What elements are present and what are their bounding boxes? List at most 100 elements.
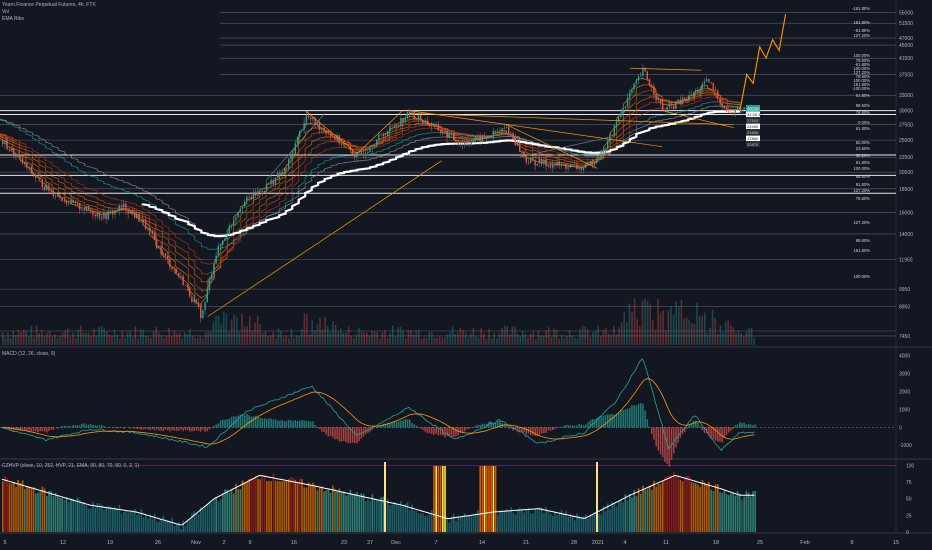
hvp-bar bbox=[391, 504, 393, 532]
candle-body bbox=[549, 164, 552, 168]
hvp-bar bbox=[668, 475, 671, 532]
macd-histogram-bar bbox=[402, 420, 404, 428]
volume-bar bbox=[488, 328, 490, 345]
volume-bar bbox=[368, 335, 371, 345]
volume-bar bbox=[568, 330, 571, 345]
hvp-bar bbox=[217, 501, 220, 532]
macd-histogram-bar bbox=[626, 408, 629, 428]
macd-histogram-bar bbox=[74, 425, 77, 428]
candle-body bbox=[552, 163, 554, 168]
hvp-bar bbox=[730, 493, 732, 532]
candle-body bbox=[235, 217, 237, 221]
hvp-bar bbox=[57, 496, 59, 532]
volume-bar bbox=[399, 327, 402, 345]
hvp-bar bbox=[646, 489, 649, 532]
macd-histogram-bar bbox=[349, 427, 352, 444]
volume-bar bbox=[636, 319, 638, 345]
macd-histogram-bar bbox=[136, 427, 138, 429]
fib-label: 161.80% bbox=[853, 82, 870, 87]
macd-histogram-bar bbox=[118, 427, 121, 429]
hvp-bar bbox=[206, 504, 209, 532]
time-axis-label: 21 bbox=[523, 540, 529, 546]
candle-body bbox=[197, 302, 200, 307]
volume-bar bbox=[540, 335, 542, 345]
fib-label: 61.80% bbox=[856, 160, 870, 165]
volume-bar bbox=[275, 338, 277, 345]
candle-body bbox=[274, 177, 277, 185]
hvp-bar bbox=[43, 488, 46, 532]
hvp-bar bbox=[184, 525, 187, 532]
hvp-bar bbox=[378, 499, 380, 532]
hvp-bar bbox=[690, 482, 693, 532]
hvp-bar bbox=[219, 499, 222, 532]
macd-histogram-bar bbox=[600, 416, 602, 428]
volume-bar bbox=[493, 332, 495, 345]
macd-histogram-bar bbox=[351, 427, 354, 443]
hvp-bar bbox=[530, 513, 532, 532]
volume-bar bbox=[82, 332, 85, 345]
hvp-bar bbox=[318, 487, 321, 532]
volume-bar bbox=[360, 331, 363, 345]
macd-histogram-bar bbox=[158, 427, 160, 431]
volume-bar bbox=[587, 329, 589, 345]
macd-histogram-bar bbox=[510, 427, 512, 429]
hvp-bar bbox=[552, 516, 554, 532]
volume-bar bbox=[2, 332, 4, 345]
hvp-axis-label: 75 bbox=[906, 480, 912, 486]
macd-histogram-bar bbox=[481, 423, 484, 428]
candle-body bbox=[637, 76, 640, 81]
macd-histogram-bar bbox=[250, 416, 253, 428]
volume-bar bbox=[324, 317, 326, 345]
macd-histogram-bar bbox=[70, 426, 72, 428]
candle-body bbox=[439, 130, 442, 132]
volume-bar bbox=[316, 323, 319, 345]
candle-body bbox=[699, 88, 701, 93]
candle-body bbox=[358, 152, 360, 154]
hvp-bar bbox=[600, 514, 602, 532]
candle-body bbox=[651, 84, 653, 87]
hvp-bar bbox=[213, 499, 215, 532]
macd-histogram-bar bbox=[268, 418, 270, 428]
macd-histogram-bar bbox=[356, 427, 358, 444]
macd-histogram-bar bbox=[607, 414, 609, 428]
macd-histogram-bar bbox=[695, 420, 697, 428]
hvp-bar bbox=[160, 519, 162, 532]
hvp-bar bbox=[263, 475, 266, 532]
price-axis-label: 22500 bbox=[899, 155, 913, 161]
candle-body bbox=[459, 143, 461, 145]
candle-body bbox=[336, 135, 338, 141]
price-tag: 17860 bbox=[747, 136, 759, 141]
volume-bar bbox=[454, 333, 456, 345]
macd-histogram-bar bbox=[151, 427, 154, 430]
hvp-bar bbox=[169, 520, 171, 532]
macd-histogram-bar bbox=[329, 427, 332, 436]
candle-body bbox=[314, 117, 316, 125]
hvp-bar bbox=[695, 483, 697, 532]
candle-body bbox=[725, 108, 728, 112]
price-axis-label: 16000 bbox=[899, 210, 913, 216]
volume-bar bbox=[225, 313, 228, 345]
volume-bar bbox=[371, 331, 373, 345]
macd-histogram-bar bbox=[211, 427, 213, 428]
hvp-bar bbox=[477, 510, 479, 532]
hvp-bar bbox=[13, 482, 15, 532]
price-projection[interactable] bbox=[739, 14, 787, 110]
hvp-bar bbox=[519, 507, 521, 532]
candle-body bbox=[635, 80, 637, 84]
volume-bar bbox=[85, 332, 87, 345]
macd-histogram-bar bbox=[307, 420, 310, 428]
volume-bar bbox=[165, 335, 168, 345]
trendline-drawings[interactable] bbox=[207, 67, 734, 317]
hvp-signal-marker bbox=[384, 462, 386, 532]
candle-body bbox=[527, 162, 530, 164]
macd-histogram-bar bbox=[61, 426, 63, 428]
volume-bar bbox=[537, 330, 540, 345]
candle-body bbox=[431, 125, 433, 127]
macd-histogram-bar bbox=[169, 427, 171, 432]
candle-body bbox=[393, 125, 395, 127]
macd-histogram-bar bbox=[384, 423, 387, 428]
macd-histogram-bar bbox=[745, 424, 748, 428]
candle-body bbox=[657, 98, 659, 101]
fib-label: 100.00% bbox=[853, 274, 870, 279]
